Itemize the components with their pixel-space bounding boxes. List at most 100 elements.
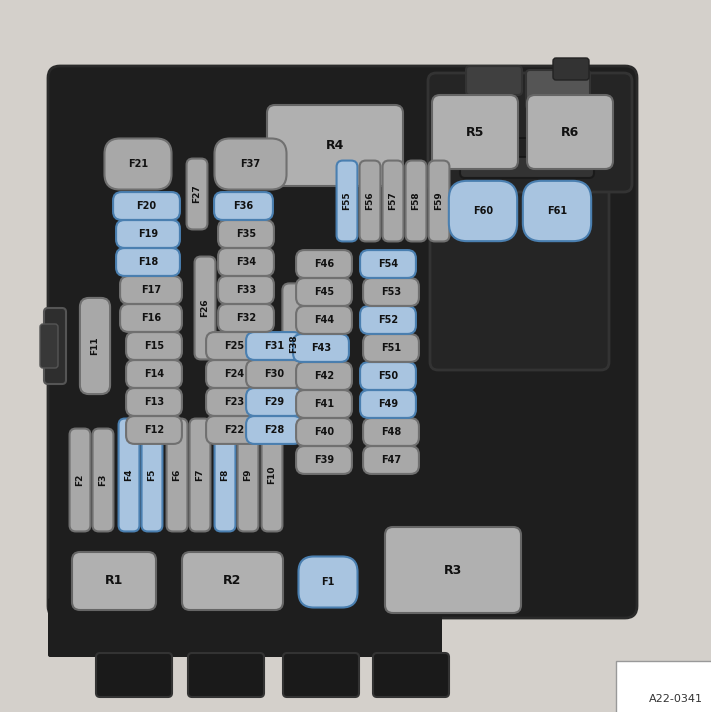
FancyBboxPatch shape [296, 306, 352, 334]
Text: F22: F22 [224, 425, 244, 435]
Text: F13: F13 [144, 397, 164, 407]
FancyBboxPatch shape [246, 416, 302, 444]
Text: F47: F47 [381, 455, 401, 465]
Text: F26: F26 [201, 299, 210, 318]
Text: F50: F50 [378, 371, 398, 381]
Text: F49: F49 [378, 399, 398, 409]
FancyBboxPatch shape [206, 360, 262, 388]
FancyBboxPatch shape [120, 276, 182, 304]
FancyBboxPatch shape [336, 161, 358, 241]
Text: F33: F33 [236, 285, 256, 295]
FancyBboxPatch shape [296, 278, 352, 306]
FancyBboxPatch shape [237, 419, 258, 531]
Text: F27: F27 [193, 184, 201, 204]
FancyBboxPatch shape [432, 95, 518, 169]
Text: R5: R5 [466, 125, 484, 139]
Text: F25: F25 [224, 341, 244, 351]
FancyBboxPatch shape [218, 276, 274, 304]
FancyBboxPatch shape [141, 419, 162, 531]
Text: F43: F43 [311, 343, 331, 353]
Text: F24: F24 [224, 369, 244, 379]
FancyBboxPatch shape [126, 360, 182, 388]
FancyBboxPatch shape [385, 527, 521, 613]
FancyBboxPatch shape [526, 70, 590, 109]
FancyBboxPatch shape [188, 653, 264, 697]
Text: F5: F5 [147, 468, 156, 481]
Text: F58: F58 [412, 192, 420, 210]
Text: F57: F57 [388, 192, 397, 210]
FancyBboxPatch shape [449, 181, 517, 241]
Text: F32: F32 [236, 313, 256, 323]
FancyBboxPatch shape [293, 334, 349, 362]
FancyBboxPatch shape [283, 653, 359, 697]
FancyBboxPatch shape [296, 446, 352, 474]
FancyBboxPatch shape [360, 250, 416, 278]
Text: F28: F28 [264, 425, 284, 435]
FancyBboxPatch shape [195, 256, 215, 360]
Text: F35: F35 [236, 229, 256, 239]
Text: R6: R6 [561, 125, 579, 139]
FancyBboxPatch shape [96, 653, 172, 697]
Text: A22-0341: A22-0341 [649, 694, 703, 704]
FancyBboxPatch shape [360, 161, 380, 241]
Text: F53: F53 [381, 287, 401, 297]
FancyBboxPatch shape [527, 95, 613, 169]
FancyBboxPatch shape [40, 324, 58, 368]
Text: F42: F42 [314, 371, 334, 381]
FancyBboxPatch shape [44, 308, 66, 384]
FancyBboxPatch shape [523, 181, 591, 241]
Text: R1: R1 [105, 575, 123, 587]
FancyBboxPatch shape [166, 419, 188, 531]
FancyBboxPatch shape [363, 334, 419, 362]
Text: F48: F48 [381, 427, 401, 437]
FancyBboxPatch shape [460, 146, 594, 178]
Text: F6: F6 [173, 468, 181, 481]
Text: F4: F4 [124, 468, 134, 481]
Text: F15: F15 [144, 341, 164, 351]
FancyBboxPatch shape [373, 653, 449, 697]
FancyBboxPatch shape [214, 192, 273, 220]
FancyBboxPatch shape [215, 419, 235, 531]
FancyBboxPatch shape [488, 138, 567, 157]
Text: F7: F7 [196, 468, 205, 481]
FancyBboxPatch shape [428, 73, 632, 192]
Text: F18: F18 [138, 257, 158, 267]
Text: F12: F12 [144, 425, 164, 435]
Text: F3: F3 [99, 473, 107, 486]
FancyBboxPatch shape [92, 429, 114, 531]
Text: R3: R3 [444, 563, 462, 577]
FancyBboxPatch shape [363, 446, 419, 474]
FancyBboxPatch shape [126, 332, 182, 360]
Text: F11: F11 [90, 337, 100, 355]
FancyBboxPatch shape [360, 306, 416, 334]
FancyBboxPatch shape [282, 283, 306, 404]
FancyBboxPatch shape [190, 419, 210, 531]
FancyBboxPatch shape [206, 416, 262, 444]
FancyBboxPatch shape [186, 159, 208, 229]
Text: F59: F59 [434, 192, 444, 210]
FancyBboxPatch shape [466, 66, 522, 95]
FancyBboxPatch shape [296, 362, 352, 390]
FancyBboxPatch shape [206, 332, 262, 360]
Text: F61: F61 [547, 206, 567, 216]
FancyBboxPatch shape [48, 598, 442, 657]
FancyBboxPatch shape [296, 390, 352, 418]
FancyBboxPatch shape [116, 220, 180, 248]
FancyBboxPatch shape [296, 418, 352, 446]
Text: F36: F36 [233, 201, 254, 211]
FancyBboxPatch shape [218, 220, 274, 248]
Text: F40: F40 [314, 427, 334, 437]
FancyBboxPatch shape [116, 248, 180, 276]
Text: F46: F46 [314, 259, 334, 269]
Text: F52: F52 [378, 315, 398, 325]
FancyBboxPatch shape [360, 362, 416, 390]
FancyBboxPatch shape [105, 138, 171, 189]
Text: F21: F21 [128, 159, 148, 169]
FancyBboxPatch shape [182, 552, 283, 610]
Text: F20: F20 [137, 201, 156, 211]
Text: F55: F55 [343, 192, 351, 210]
Text: F34: F34 [236, 257, 256, 267]
FancyBboxPatch shape [405, 161, 427, 241]
FancyBboxPatch shape [262, 419, 282, 531]
FancyBboxPatch shape [246, 388, 302, 416]
